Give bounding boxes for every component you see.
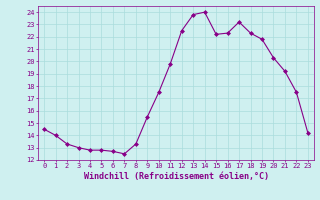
X-axis label: Windchill (Refroidissement éolien,°C): Windchill (Refroidissement éolien,°C): [84, 172, 268, 181]
